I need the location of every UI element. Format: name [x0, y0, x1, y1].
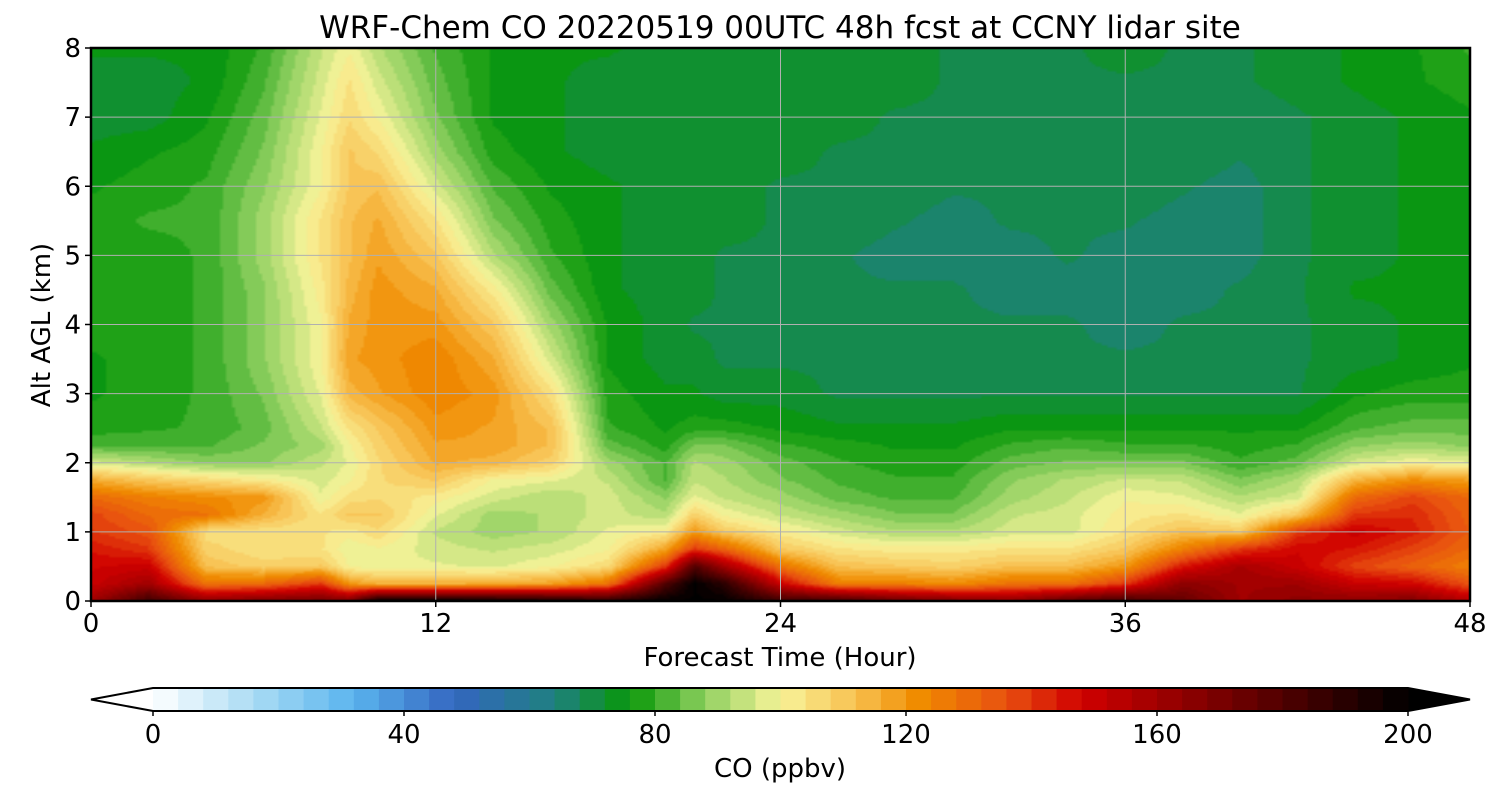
y-axis: 0 1 2 3 4 5 6 7 8: [64, 34, 91, 617]
colorbar-bin: [629, 688, 656, 711]
colorbar-bin: [1257, 688, 1284, 711]
colorbar-bin: [755, 688, 782, 711]
colorbar-label: CO (ppbv): [714, 754, 846, 784]
colorbar-bin: [830, 688, 857, 711]
y-tick-label: 8: [64, 34, 81, 64]
colorbar-bin: [1081, 688, 1108, 711]
colorbar-bin: [931, 688, 957, 711]
colorbar-bin: [278, 688, 305, 711]
y-tick-label: 4: [64, 311, 81, 341]
colorbar-bin: [1157, 688, 1183, 711]
x-tick-label: 48: [1453, 609, 1486, 639]
colorbar-bin: [253, 688, 280, 711]
colorbar-bin: [554, 688, 581, 711]
x-tick-label: 0: [83, 609, 100, 639]
colorbar-bin: [1332, 688, 1359, 711]
colorbar-bin: [1056, 688, 1083, 711]
colorbar-tick-label: 160: [1132, 720, 1182, 750]
colorbar-bin: [1031, 688, 1058, 711]
colorbar-bin: [956, 688, 982, 711]
x-tick-label: 24: [764, 609, 797, 639]
y-tick-label: 1: [64, 518, 81, 548]
colorbar-bin: [404, 688, 430, 711]
x-tick-label: 12: [419, 609, 452, 639]
colorbar-bin: [1131, 688, 1158, 711]
colorbar-tick-label: 80: [638, 720, 671, 750]
colorbar-bin: [178, 688, 204, 711]
y-tick-label: 0: [64, 587, 81, 617]
colorbar-bin: [429, 688, 455, 711]
colorbar-tick-label: 0: [145, 720, 162, 750]
colorbar-bin: [228, 688, 254, 711]
colorbar-bin: [1382, 688, 1409, 711]
colorbar-bin: [730, 688, 756, 711]
colorbar: 0 40 80 120 160 200: [90, 687, 1471, 750]
colorbar-bin: [1282, 688, 1309, 711]
y-tick-label: 3: [64, 380, 81, 410]
colorbar-bin: [880, 688, 907, 711]
colorbar-extend-low: [91, 688, 153, 711]
y-tick-label: 2: [64, 449, 81, 479]
colorbar-bin: [378, 688, 405, 711]
y-tick-label: 7: [64, 103, 81, 133]
colorbar-bin: [1106, 688, 1133, 711]
colorbar-bin: [604, 688, 631, 711]
x-tick-label: 36: [1109, 609, 1142, 639]
colorbar-tick-label: 120: [881, 720, 931, 750]
colorbar-bin: [303, 688, 330, 711]
colorbar-bin: [454, 688, 480, 711]
colorbar-bin: [328, 688, 355, 711]
y-tick-label: 5: [64, 241, 81, 271]
colorbar-bin: [529, 688, 556, 711]
y-tick-label: 6: [64, 172, 81, 202]
colorbar-bin: [479, 688, 505, 711]
colorbar-bin: [579, 688, 606, 711]
x-axis-label: Forecast Time (Hour): [643, 643, 916, 673]
colorbar-bin: [705, 688, 731, 711]
colorbar-bin: [855, 688, 882, 711]
y-axis-label: Alt AGL (km): [27, 243, 57, 407]
colorbar-bin: [1307, 688, 1334, 711]
colorbar-extend-high: [1408, 688, 1470, 711]
colorbar-bin: [981, 688, 1007, 711]
colorbar-bin: [1357, 688, 1384, 711]
colorbar-bin: [1207, 688, 1233, 711]
x-axis: 0 12 24 36 48: [83, 601, 1487, 639]
colorbar-bin: [680, 688, 706, 711]
colorbar-bin: [203, 688, 229, 711]
colorbar-bin: [780, 688, 807, 711]
colorbar-tick-label: 200: [1383, 720, 1433, 750]
colorbar-tick-label: 40: [387, 720, 420, 750]
colorbar-bin: [153, 688, 179, 711]
chart-title: WRF-Chem CO 20220519 00UTC 48h fcst at C…: [319, 10, 1241, 46]
colorbar-bin: [353, 688, 380, 711]
colorbar-bin: [655, 688, 681, 711]
colorbar-bin: [805, 688, 832, 711]
colorbar-bin: [504, 688, 531, 711]
colorbar-bin: [906, 688, 932, 711]
colorbar-bin: [1232, 688, 1258, 711]
colorbar-bin: [1006, 688, 1033, 711]
colorbar-bin: [1182, 688, 1208, 711]
